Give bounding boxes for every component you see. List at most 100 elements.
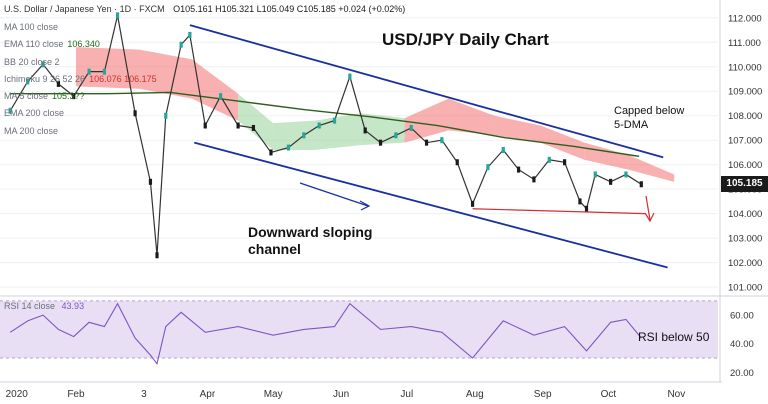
down-arrow (645, 195, 651, 221)
capped-note-line2: 5-DMA (614, 119, 649, 131)
price-tick-label: 107.000 (728, 136, 762, 147)
close-series (9, 15, 642, 256)
close-point (394, 132, 398, 139)
time-tick-label: Jul (400, 389, 413, 400)
cloud-segment (540, 125, 585, 160)
cloud-segment (139, 49, 193, 99)
time-tick-label: Apr (200, 389, 216, 400)
time-tick-label: Feb (67, 389, 85, 400)
rsi-series (9, 302, 642, 365)
rsi-tick-label: 60.00 (730, 311, 754, 322)
close-point (115, 12, 120, 19)
close-point (332, 117, 337, 124)
rsi-legend-value: 43.93 (61, 301, 85, 311)
close-point (41, 61, 45, 68)
channel-note-line2: channel (248, 241, 301, 257)
legend-ma5[interactable]: MA 5 close 105.3?? (4, 91, 85, 102)
legend-ema110[interactable]: EMA 110 close 106.340 (4, 39, 100, 50)
close-point (424, 139, 429, 146)
legend-ema200[interactable]: EMA 200 close (4, 108, 65, 119)
close-point (8, 107, 12, 114)
close-point (578, 198, 582, 205)
close-point (409, 124, 413, 131)
close-point (179, 41, 183, 48)
close-point (155, 252, 159, 259)
indicator-legend: MA 100 close EMA 110 close 106.340 BB 20 … (4, 19, 157, 140)
close-point (102, 68, 107, 75)
legend-ichimoku[interactable]: Ichimoku 9 26 52 26 106.076 106.175 (4, 73, 157, 84)
close-point (133, 110, 137, 117)
ohlc-values: O105.161 H105.321 L105.049 C105.185 +0.0… (173, 4, 406, 14)
channel-note-line1: Downward sloping (248, 224, 373, 240)
price-tick-label: 112.000 (728, 13, 762, 24)
capped-note-line1: Capped below (614, 105, 685, 117)
downward-channel (189, 24, 668, 269)
close-point (348, 73, 352, 80)
close-point (148, 178, 153, 185)
close-point (440, 137, 444, 144)
time-tick-label: Nov (667, 389, 685, 400)
close-point (639, 181, 643, 188)
rsi-pane (0, 300, 718, 365)
channel-upper-line (189, 24, 664, 159)
rsi-tick-label: 20.00 (730, 368, 754, 379)
price-tick-label: 101.000 (728, 283, 762, 294)
close-point (363, 127, 367, 134)
legend-ma200[interactable]: MA 200 close (4, 125, 59, 136)
close-point (378, 139, 383, 146)
time-tick-label: Jun (333, 389, 349, 400)
close-point (269, 149, 273, 156)
close-point (218, 93, 223, 100)
price-tick-label: 111.000 (728, 38, 761, 49)
close-point (547, 156, 551, 163)
annotation-arrows (299, 182, 655, 223)
time-tick-label: Sep (534, 389, 552, 400)
instrument-title: U.S. Dollar / Japanese Yen · 1D · FXCM (4, 4, 165, 14)
cloud-segment (360, 113, 405, 146)
channel-note: Downward sloping channel (248, 224, 372, 258)
price-tick-label: 106.000 (728, 160, 762, 171)
close-point (236, 122, 240, 129)
price-tick-label: 109.000 (728, 87, 762, 98)
rsi-tick-label: 40.00 (730, 339, 754, 350)
cloud-segment (314, 113, 361, 150)
rsi-band (0, 300, 718, 358)
channel-lower-line (194, 141, 668, 269)
close-point (72, 93, 76, 100)
rsi-legend[interactable]: RSI 14 close 43.93 (4, 301, 84, 311)
close-point (470, 200, 475, 207)
close-point (302, 132, 306, 139)
close-point (286, 144, 291, 151)
close-point (317, 122, 321, 129)
close-point (56, 80, 61, 87)
time-tick-label: 3 (141, 389, 147, 400)
time-tick-label: May (264, 389, 283, 400)
price-tick-label: 110.000 (728, 62, 762, 73)
close-point (516, 166, 521, 173)
price-tick-label: 108.000 (728, 111, 762, 122)
close-point (164, 112, 168, 119)
last-price-tag: 105.185 (721, 176, 768, 192)
rsi-note: RSI below 50 (638, 330, 710, 344)
chart-title: USD/JPY Daily Chart (382, 30, 549, 49)
close-point (87, 68, 91, 75)
legend-ma100[interactable]: MA 100 close (4, 22, 59, 32)
cloud-segment (584, 142, 629, 170)
cloud-segment (448, 98, 495, 136)
time-tick-label: Oct (601, 389, 617, 400)
ema-110-series (10, 91, 640, 158)
close-point (26, 78, 30, 85)
legend-bb20[interactable]: BB 20 close 2 (4, 56, 60, 67)
ohlc-header: U.S. Dollar / Japanese Yen · 1D · FXCM O… (4, 4, 405, 14)
price-tick-label: 104.000 (728, 209, 762, 220)
ema-110-line (10, 91, 640, 158)
close-point (593, 171, 597, 178)
trend-arrow-head (359, 200, 371, 211)
cloud-segment (238, 93, 274, 150)
rsi-legend-label: RSI 14 close (4, 301, 56, 311)
close-point (532, 176, 536, 183)
price-tick-label: 103.000 (728, 234, 762, 245)
